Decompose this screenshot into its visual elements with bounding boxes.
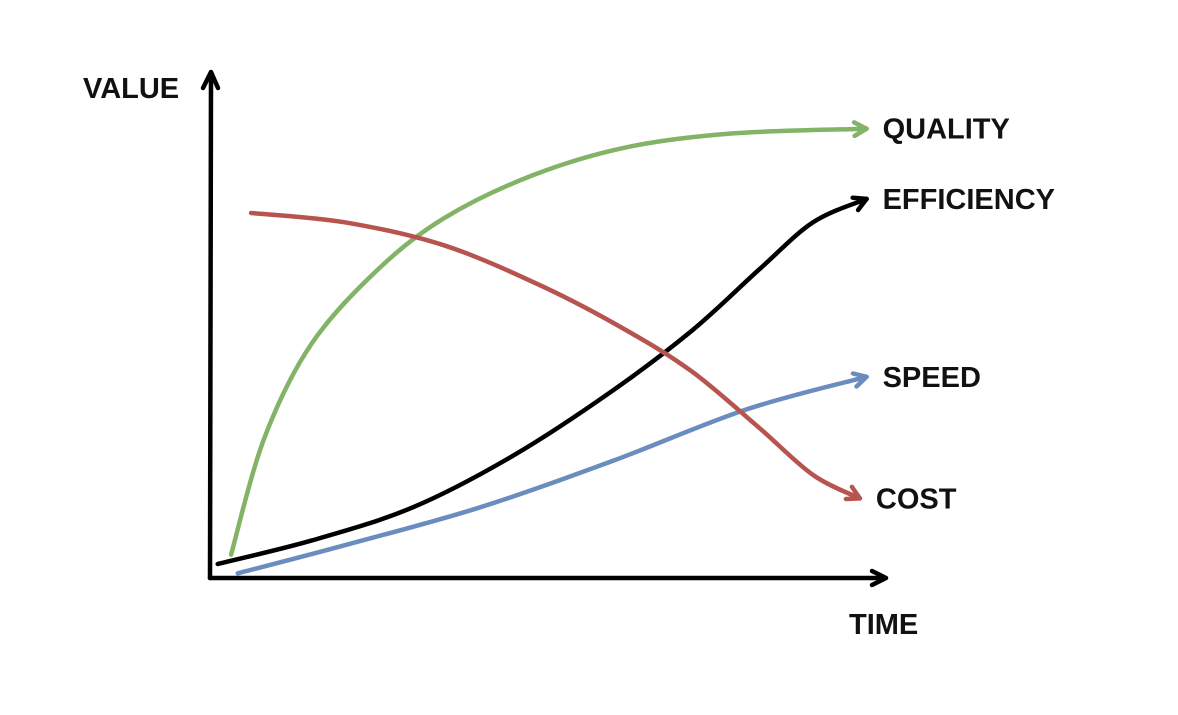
- x-axis-label: TIME: [849, 609, 918, 641]
- y-axis-label: VALUE: [83, 73, 179, 105]
- series-arrowhead-efficiency: [850, 195, 869, 213]
- y-axis-arrowhead: [200, 69, 221, 91]
- series-line-quality: [228, 126, 869, 557]
- series-arrowhead-quality: [851, 120, 869, 139]
- series-line-speed: [235, 374, 869, 576]
- series-label-efficiency: EFFICIENCY: [883, 184, 1055, 216]
- series-arrowhead-cost: [843, 484, 863, 502]
- series-label-quality: QUALITY: [883, 114, 1010, 146]
- series-arrowhead-speed: [850, 371, 869, 389]
- series-line-cost: [248, 210, 863, 501]
- y-axis: [207, 73, 214, 581]
- series-line-efficiency: [215, 196, 869, 567]
- axes: [200, 69, 889, 588]
- series-label-speed: SPEED: [883, 362, 981, 394]
- series-label-cost: COST: [876, 483, 957, 515]
- series-labels: QUALITY EFFICIENCY SPEED COST: [876, 114, 1055, 516]
- series-layer: [215, 120, 869, 576]
- x-axis-arrowhead: [869, 568, 889, 588]
